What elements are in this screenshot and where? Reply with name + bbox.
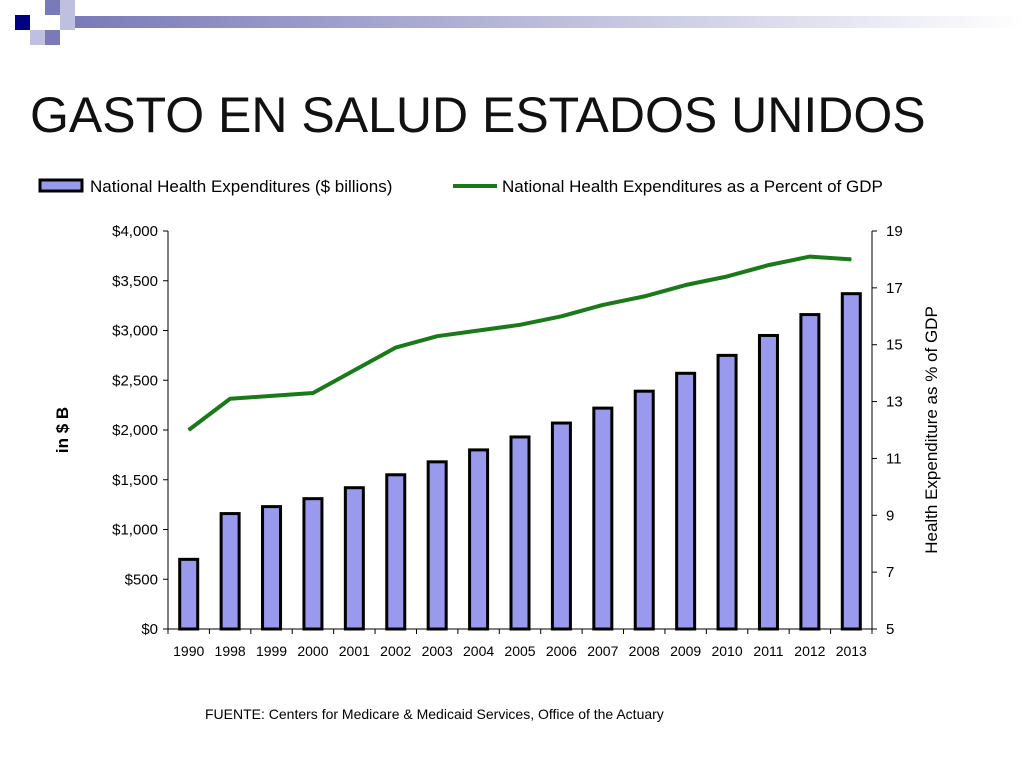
decor-square-light	[60, 0, 75, 15]
line-point	[602, 304, 604, 306]
left-tick-label: $1,000	[112, 522, 158, 539]
x-tick-label: 2000	[297, 643, 328, 659]
line-point	[478, 330, 480, 331]
left-tick-label: $2,000	[112, 422, 158, 439]
right-tick-label: 13	[886, 394, 903, 411]
bar	[840, 292, 862, 631]
x-tick-label: 2005	[504, 643, 535, 659]
left-tick-label: $4,000	[112, 223, 158, 240]
x-tick-label: 2013	[836, 643, 867, 659]
bar	[799, 313, 821, 631]
x-tick-label: 2011	[753, 643, 783, 659]
x-tick-label: 2006	[546, 643, 577, 659]
left-tick-label: $3,500	[112, 273, 158, 290]
right-tick-label: 11	[886, 450, 902, 467]
line-point	[271, 395, 273, 397]
slide-decoration	[15, 0, 1024, 45]
bar	[550, 421, 572, 631]
bar	[468, 448, 490, 631]
legend-line-label: National Health Expenditures as a Percen…	[502, 177, 883, 196]
left-tick-label: $2,500	[112, 372, 158, 389]
bar	[757, 333, 779, 631]
decor-square-mid	[45, 30, 60, 45]
right-axis-title: Health Expenditure as % of GDP	[922, 306, 941, 554]
left-tick-label: $1,500	[112, 472, 158, 489]
x-tick-label: 2004	[463, 643, 494, 659]
header-band	[75, 16, 1024, 28]
line-point	[850, 258, 852, 260]
right-tick-label: 19	[886, 223, 903, 240]
bar	[178, 557, 200, 631]
decor-square-dark	[15, 15, 30, 30]
line-point	[395, 347, 397, 349]
bar	[385, 473, 407, 631]
bar	[633, 389, 655, 631]
legend-bar-label: National Health Expenditures ($ billions…	[90, 177, 392, 196]
bar	[426, 460, 448, 631]
left-tick-label: $3,000	[112, 323, 158, 340]
left-axis-title: in $ B	[53, 407, 72, 453]
line-point	[726, 275, 728, 277]
line-point	[767, 264, 769, 266]
right-tick-label: 15	[886, 337, 903, 354]
line-point	[519, 324, 521, 326]
right-tick-label: 7	[886, 564, 894, 581]
left-tick-label: $0	[141, 621, 158, 638]
x-tick-label: 1998	[215, 643, 246, 659]
x-tick-label: 2012	[794, 643, 825, 659]
decor-square-light	[30, 30, 45, 45]
line-point	[312, 392, 314, 394]
bar	[261, 505, 283, 631]
legend-bar-swatch	[38, 178, 84, 193]
slide-title: GASTO EN SALUD ESTADOS UNIDOS	[30, 87, 926, 143]
line-point	[809, 256, 811, 258]
line-point	[685, 284, 687, 286]
gdp-percent-line	[187, 254, 852, 432]
line-point	[436, 335, 438, 337]
bar	[302, 497, 324, 631]
decor-square-mid	[45, 0, 60, 15]
line-point	[229, 398, 231, 400]
bar	[509, 435, 531, 631]
bar	[675, 371, 697, 631]
right-tick-label: 5	[886, 621, 894, 638]
decor-square-light	[60, 15, 75, 30]
x-tick-label: 2002	[380, 643, 411, 659]
line-point	[353, 369, 355, 371]
x-tick-label: 2009	[670, 643, 701, 659]
line-point	[188, 429, 190, 431]
bar	[219, 512, 241, 631]
bar	[592, 406, 614, 631]
line-point	[643, 295, 645, 297]
bar	[716, 353, 738, 631]
left-tick-label: $500	[125, 571, 158, 588]
bar	[343, 486, 365, 631]
x-tick-label: 2001	[339, 643, 370, 659]
x-tick-label: 2010	[711, 643, 742, 659]
x-tick-label: 1990	[173, 643, 204, 659]
x-tick-label: 1999	[256, 643, 287, 659]
line-point	[560, 315, 562, 317]
x-tick-label: 2003	[422, 643, 453, 659]
right-tick-label: 17	[886, 280, 903, 297]
right-tick-label: 9	[886, 507, 894, 524]
x-tick-label: 2008	[629, 643, 660, 659]
x-tick-label: 2007	[587, 643, 618, 659]
source-note: FUENTE: Centers for Medicare & Medicaid …	[205, 706, 664, 722]
